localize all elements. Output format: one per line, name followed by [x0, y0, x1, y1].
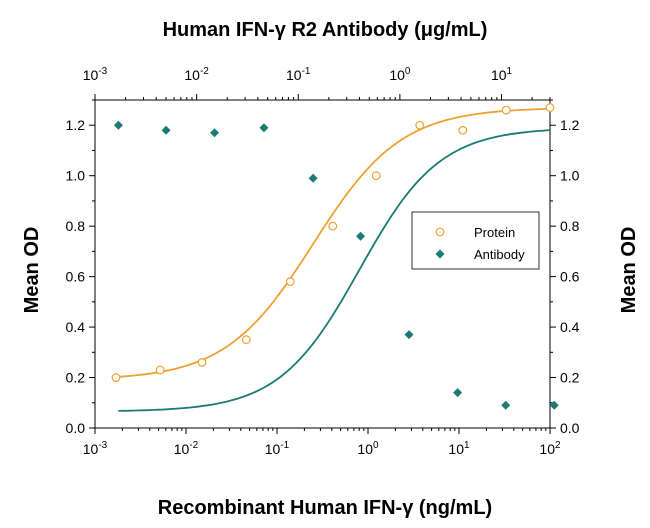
axes-layer: 10-3 10-2 10-1 100 101 102 10-3 10-2 10-1 100 101 0… — [66, 66, 580, 457]
legend-label: Antibody — [474, 247, 525, 262]
y-left-tick-label: 0.0 — [66, 420, 86, 436]
legend-box — [411, 211, 540, 270]
legend-marker — [435, 227, 445, 237]
x-tick-label: 10-1 — [265, 440, 290, 457]
top-x-tick-label: 10-1 — [286, 66, 311, 83]
y-left-tick-label: 0.4 — [66, 319, 86, 335]
data-point — [356, 231, 366, 241]
y-right-tick-label: 0.2 — [560, 370, 580, 386]
y-right-tick-label: 0.0 — [560, 420, 580, 436]
x-tick-label: 101 — [448, 440, 470, 457]
top-x-tick-label: 101 — [491, 66, 513, 83]
y-left-tick-label: 0.8 — [66, 218, 86, 234]
top-x-tick-label: 100 — [389, 66, 411, 83]
plot-frame — [94, 99, 551, 429]
data-point — [404, 330, 414, 340]
y-right-tick-label: 1.2 — [560, 117, 580, 133]
fit-curve — [118, 129, 551, 412]
data-point — [113, 120, 123, 130]
x-tick-label: 10-3 — [83, 440, 108, 457]
data-point — [545, 103, 555, 112]
legend: Protein Antibody — [411, 211, 540, 270]
data-point — [197, 358, 207, 367]
data-point — [501, 400, 511, 410]
top-x-tick-label: 10-2 — [184, 66, 209, 83]
data-point — [549, 400, 559, 410]
data-point — [210, 128, 220, 138]
series-layer — [111, 103, 559, 412]
data-point — [308, 173, 318, 183]
data-point — [328, 221, 338, 231]
data-point — [161, 125, 171, 135]
data-point — [259, 123, 269, 133]
data-point — [501, 105, 511, 115]
legend-label: Protein — [474, 225, 515, 240]
y-left-tick-label: 0.2 — [66, 370, 86, 386]
data-point — [453, 388, 463, 398]
chart-title: Human IFN-γ R2 Antibody (μg/mL) — [163, 19, 488, 41]
y-left-tick-label: 1.0 — [66, 168, 86, 184]
data-point — [241, 335, 251, 345]
y-left-tick-label: 0.6 — [66, 269, 86, 285]
data-point — [155, 365, 165, 375]
y-axis-label-left: Mean OD — [21, 227, 43, 314]
y-left-tick-label: 1.2 — [66, 117, 86, 133]
y-right-tick-label: 0.6 — [560, 269, 580, 285]
data-point — [285, 277, 295, 287]
legend-marker — [435, 249, 445, 259]
y-right-tick-label: 0.4 — [560, 319, 580, 335]
x-tick-label: 102 — [539, 440, 561, 457]
fit-curve — [115, 107, 551, 378]
data-point — [111, 373, 121, 382]
data-point — [458, 125, 468, 135]
x-tick-label: 100 — [357, 440, 379, 457]
x-tick-label: 10-2 — [174, 440, 199, 457]
x-axis-label: Recombinant Human IFN-γ (ng/mL) — [158, 497, 492, 519]
data-point — [371, 171, 381, 181]
y-right-tick-label: 0.8 — [560, 218, 580, 234]
data-point — [415, 120, 425, 130]
y-right-tick-label: 1.0 — [560, 168, 580, 184]
top-x-tick-label: 10-3 — [83, 66, 108, 83]
y-axis-label-right: Mean OD — [618, 227, 640, 314]
